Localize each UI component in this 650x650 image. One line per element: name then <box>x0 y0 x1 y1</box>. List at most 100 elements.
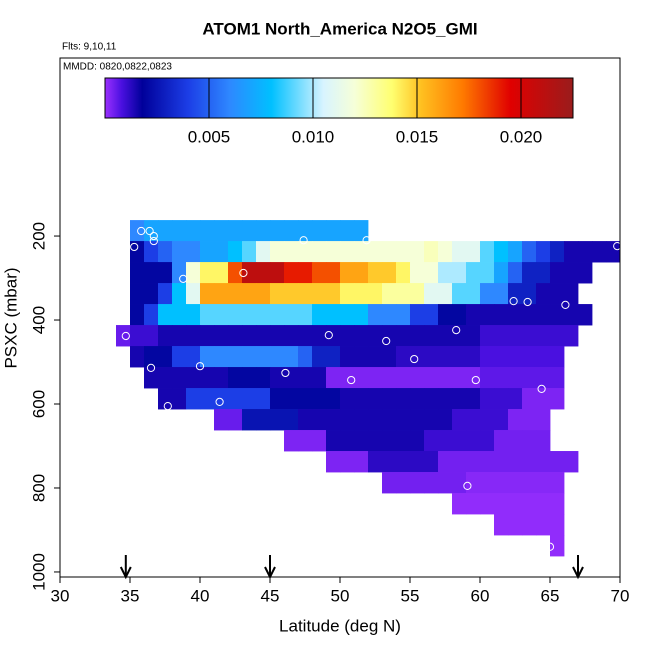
y-tick-label: 200 <box>29 222 48 250</box>
heat-cell <box>508 514 523 536</box>
heat-cell <box>326 451 341 473</box>
heat-cell <box>550 367 565 389</box>
heat-cell <box>228 388 243 410</box>
heat-cell <box>550 451 565 473</box>
heat-cell <box>396 430 411 452</box>
heat-cell <box>158 304 173 326</box>
flight-point <box>613 242 622 251</box>
heat-cell <box>382 472 397 494</box>
heat-cell <box>368 262 383 284</box>
heat-cell <box>354 325 369 347</box>
heat-cell <box>284 388 299 410</box>
heat-cell <box>522 304 537 326</box>
flight-point <box>149 231 158 241</box>
heat-cell <box>536 346 551 368</box>
heat-cell <box>214 409 229 431</box>
heat-cell <box>466 241 481 263</box>
heat-cell <box>200 283 215 305</box>
heat-cell <box>326 346 341 368</box>
heat-cell <box>326 430 341 452</box>
heat-cell <box>550 241 565 263</box>
heat-cell <box>550 493 565 515</box>
heat-cell <box>354 367 369 389</box>
heat-cell <box>340 304 355 326</box>
heat-cell <box>284 283 299 305</box>
heat-cell <box>186 304 201 326</box>
heat-cell <box>480 304 495 326</box>
heat-cell <box>256 304 271 326</box>
heat-cell <box>312 430 327 452</box>
heat-cell <box>536 493 551 515</box>
heat-cell <box>494 367 509 389</box>
heat-cell <box>158 388 173 410</box>
heat-cell <box>326 220 341 242</box>
heat-cell <box>522 262 537 284</box>
heat-cell <box>144 304 159 326</box>
heat-cell <box>396 367 411 389</box>
heat-cell <box>480 283 495 305</box>
heat-cell <box>508 241 523 263</box>
chart-title: ATOM1 North_America N2O5_GMI <box>202 19 477 38</box>
heat-cell <box>606 241 621 263</box>
heat-cell <box>340 241 355 263</box>
heat-cell <box>452 346 467 368</box>
heat-cell <box>508 451 523 473</box>
heat-cell <box>382 283 397 305</box>
heat-cell <box>228 325 243 347</box>
heat-cell <box>508 388 523 410</box>
heat-cell <box>438 367 453 389</box>
heat-cell <box>522 241 537 263</box>
heat-cell <box>480 451 495 473</box>
x-axis-label: Latitude (deg N) <box>279 616 401 635</box>
heat-cell <box>340 409 355 431</box>
heat-cell <box>438 409 453 431</box>
heat-cell <box>424 451 439 473</box>
heat-cell <box>410 241 425 263</box>
heat-cell <box>312 367 327 389</box>
heat-cell <box>508 346 523 368</box>
heat-cell <box>508 409 523 431</box>
heat-cell <box>214 325 229 347</box>
heat-cell <box>270 388 285 410</box>
flight-point <box>145 226 154 236</box>
heat-cell <box>536 304 551 326</box>
heat-cell <box>368 283 383 305</box>
flight-point <box>347 375 356 385</box>
heat-cell <box>410 367 425 389</box>
heat-cell <box>452 409 467 431</box>
heat-cell <box>228 409 243 431</box>
heat-cell <box>452 283 467 305</box>
heat-cell <box>312 346 327 368</box>
heat-cell <box>172 325 187 347</box>
heat-cell <box>354 451 369 473</box>
heat-cell <box>284 367 299 389</box>
heat-cell <box>494 241 509 263</box>
heat-cell <box>284 241 299 263</box>
heat-cell <box>396 262 411 284</box>
heat-cell <box>270 262 285 284</box>
flight-point <box>149 236 158 246</box>
heat-cell <box>354 346 369 368</box>
heat-cell <box>144 241 159 263</box>
flight-point <box>130 242 139 252</box>
flight-point <box>281 368 290 378</box>
flight-point <box>299 236 308 245</box>
heat-cell <box>522 367 537 389</box>
flight-point <box>146 363 156 372</box>
heat-cell <box>452 451 467 473</box>
heat-cell <box>522 325 537 347</box>
flight-arrow <box>264 555 276 580</box>
heat-cell <box>522 388 537 410</box>
heat-cell <box>186 367 201 389</box>
heat-cell <box>536 409 551 431</box>
heat-cell <box>508 430 523 452</box>
arrow-head <box>119 566 132 580</box>
heat-cell <box>466 304 481 326</box>
heat-cell <box>382 409 397 431</box>
heat-cell <box>564 451 579 473</box>
heat-cell <box>298 367 313 389</box>
heat-cell <box>452 430 467 452</box>
heat-cell <box>186 346 201 368</box>
heat-cell <box>480 472 495 494</box>
heat-cell <box>466 283 481 305</box>
